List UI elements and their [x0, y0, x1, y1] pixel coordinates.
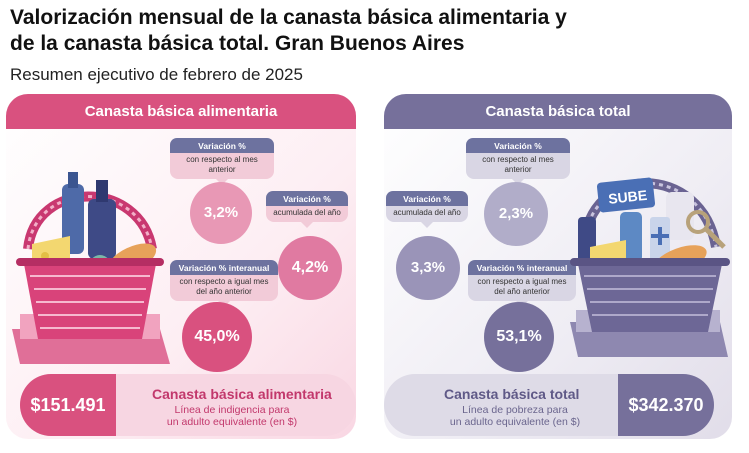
page-subtitle: Resumen ejecutivo de febrero de 2025: [10, 65, 303, 84]
cba-ytd-head: Variación %: [266, 191, 348, 206]
cbt-yoy-head: Variación % interanual: [468, 260, 576, 275]
cbt-yoy-circle: 53,1%: [484, 302, 554, 372]
wine-bottle-icon: [88, 199, 116, 259]
cba-yoy-value: 45,0%: [194, 328, 240, 345]
cbt-bar-title: Canasta básica total: [444, 386, 580, 402]
cbt-panel: Canasta básica total Variación % con res…: [384, 94, 732, 439]
sube-card-icon: [596, 177, 656, 213]
cba-bottom-bar: $151.491 Canasta básica alimentaria Líne…: [20, 374, 356, 436]
tshirt-icon: [666, 192, 694, 240]
cbt-yoy-value: 53,1%: [496, 328, 542, 345]
basket-body: [578, 264, 722, 332]
cba-bar-desc-line2: un adulto equivalente (en $): [166, 416, 298, 428]
cba-yoy-tag: Variación % interanual con respecto a ig…: [170, 260, 278, 307]
bottle-icon: [62, 184, 84, 254]
cba-ytd-value: 4,2%: [291, 259, 329, 276]
cba-panel-header: Canasta básica alimentaria: [6, 94, 356, 129]
cbt-bottom-bar: Canasta básica total Línea de pobreza pa…: [384, 374, 714, 436]
cbt-monthly-value: 2,3%: [498, 205, 534, 222]
cbt-bar-desc-line2: un adulto equivalente (en $): [449, 416, 581, 428]
cbt-monthly-circle: 2,3%: [484, 182, 548, 246]
household-basket-illustration: SUBE: [570, 177, 730, 357]
cba-yoy-desc: con respecto a igual mes del año anterio…: [170, 275, 278, 301]
cba-bar-title: Canasta básica alimentaria: [152, 386, 332, 402]
cbt-panel-header: Canasta básica total: [384, 94, 732, 129]
cba-bar-desc: Línea de indigencia para un adulto equiv…: [152, 404, 312, 428]
cba-panel: Canasta básica alimentaria Variación % c…: [6, 94, 356, 439]
cba-monthly-head: Variación %: [170, 138, 274, 153]
cbt-amount: $342.370: [618, 374, 714, 436]
food-basket-illustration: [12, 172, 170, 364]
title-line-2: de la canasta básica total. Gran Buenos …: [10, 32, 465, 55]
sube-card-label: SUBE: [607, 187, 647, 207]
cbt-yoy-desc: con respecto a igual mes del año anterio…: [468, 275, 576, 301]
cbt-ytd-desc: acumulada del año: [386, 206, 468, 222]
cba-yoy-head: Variación % interanual: [170, 260, 278, 275]
cbt-bar-desc-line1: Línea de pobreza para: [462, 404, 568, 416]
cba-ytd-tag: Variación % acumulada del año: [266, 191, 348, 228]
page-title: Valorización mensual de la canasta básic…: [10, 5, 710, 57]
cbt-monthly-head: Variación %: [466, 138, 570, 153]
keys-icon: [686, 210, 710, 234]
cbt-ytd-head: Variación %: [386, 191, 468, 206]
cba-monthly-tag: Variación % con respecto al mes anterior: [170, 138, 274, 185]
title-line-1: Valorización mensual de la canasta básic…: [10, 6, 567, 29]
cba-ytd-circle: 4,2%: [278, 236, 342, 300]
cbt-monthly-desc: con respecto al mes anterior: [466, 153, 570, 179]
cbt-ytd-tag: Variación % acumulada del año: [386, 191, 468, 228]
cbt-ytd-value: 3,3%: [410, 259, 446, 276]
cba-amount: $151.491: [20, 374, 116, 436]
cba-monthly-circle: 3,2%: [190, 182, 252, 244]
cba-ytd-desc: acumulada del año: [266, 206, 348, 222]
cbt-ytd-circle: 3,3%: [396, 236, 460, 300]
cba-monthly-desc: con respecto al mes anterior: [170, 153, 274, 179]
cbt-bar-desc: Línea de pobreza para un adulto equivale…: [430, 404, 600, 428]
cba-monthly-value: 3,2%: [203, 204, 239, 221]
cba-yoy-circle: 45,0%: [182, 302, 252, 372]
cba-bar-desc-line1: Línea de indigencia para: [174, 404, 290, 416]
cbt-yoy-tag: Variación % interanual con respecto a ig…: [468, 260, 576, 307]
cbt-monthly-tag: Variación % con respecto al mes anterior: [466, 138, 570, 185]
